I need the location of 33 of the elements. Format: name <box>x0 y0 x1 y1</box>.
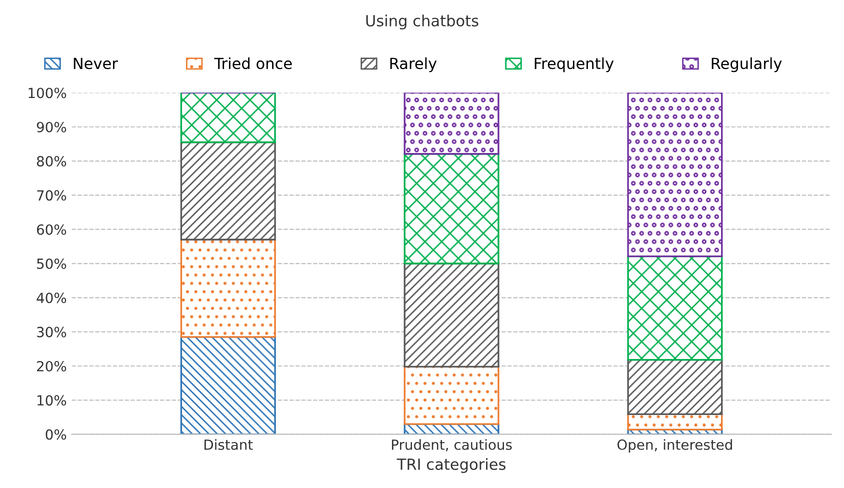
y-tick-label: 0% <box>46 429 66 440</box>
y-tick-label: 70% <box>37 190 66 201</box>
x-tick-label: Distant <box>204 439 253 450</box>
legend-label: Regularly <box>712 57 782 72</box>
x-tick-label: Open, interested <box>617 439 732 453</box>
bar <box>180 238 276 338</box>
y-tick-label: 40% <box>36 292 66 304</box>
y-tick-label: 10% <box>38 395 66 406</box>
y-tick-label: 80% <box>36 156 66 167</box>
y-tick-label: 90% <box>36 122 66 132</box>
y-tick-label: 100% <box>28 88 66 98</box>
x-axis-title: TRI categories <box>396 458 506 473</box>
bar <box>404 366 500 425</box>
bar <box>627 92 723 258</box>
bar <box>180 141 276 240</box>
legend-label: Never <box>74 58 118 70</box>
bar <box>180 336 276 434</box>
y-tick-label: 20% <box>37 360 66 372</box>
legend-label: Tried once <box>214 57 292 70</box>
y-tick-label: 60% <box>36 224 66 235</box>
bar <box>627 413 723 430</box>
bar <box>627 359 723 415</box>
legend-label: Rarely <box>390 57 437 72</box>
legend-label: Frequently <box>534 57 614 72</box>
bar <box>627 256 723 361</box>
bar <box>404 153 500 264</box>
bar <box>180 92 276 144</box>
y-tick-label: 30% <box>37 326 66 338</box>
chart-title: Using chatbots <box>366 14 478 30</box>
y-tick-label: 50% <box>37 258 66 269</box>
bar <box>404 92 500 155</box>
x-tick-label: Prudent, cautious <box>392 439 512 452</box>
bar <box>404 262 500 368</box>
